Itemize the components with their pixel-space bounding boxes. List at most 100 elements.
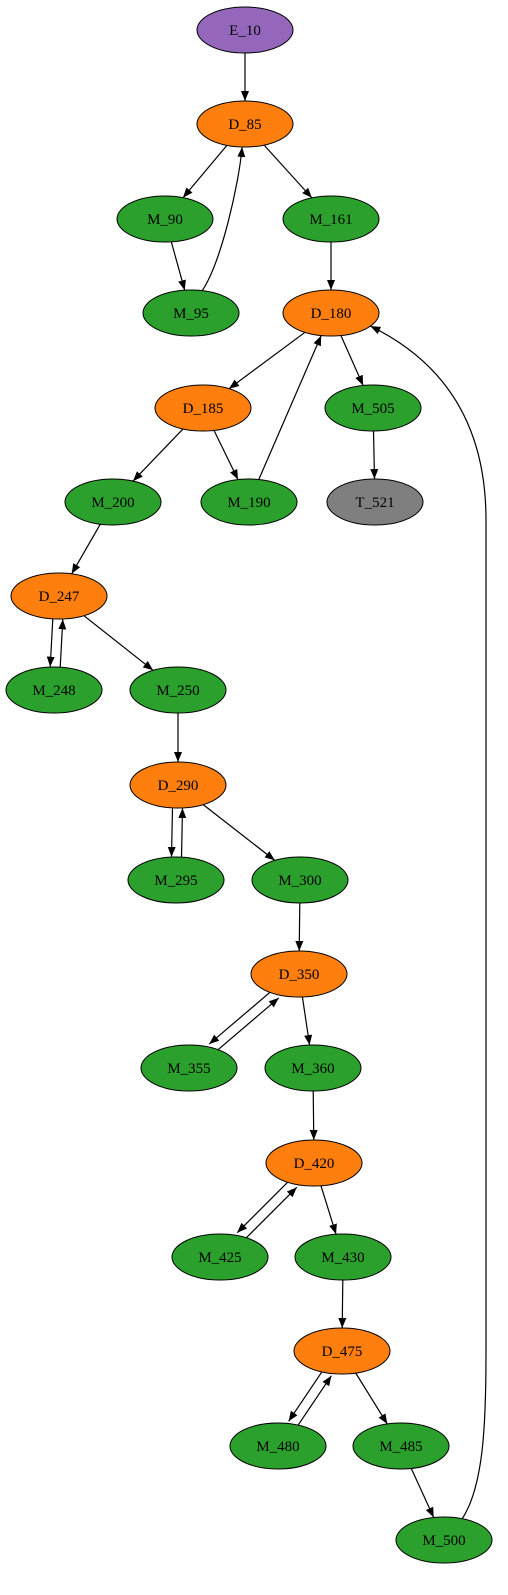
edge-m-190-to-d-180 — [258, 335, 322, 480]
edge-d-475-to-m-480 — [288, 1369, 324, 1422]
node-d-420: D_420 — [265, 1139, 363, 1187]
node-shape — [294, 1233, 392, 1281]
node-label: D_247 — [39, 589, 80, 605]
node-label: D_290 — [158, 778, 199, 794]
node-m-250: M_250 — [129, 666, 227, 714]
edge-m-430-to-d-475 — [338, 1279, 347, 1329]
node-label: E_10 — [229, 23, 261, 39]
node-shape — [171, 1233, 269, 1281]
edge-d-290-to-m-300 — [202, 804, 276, 861]
node-shape — [5, 666, 103, 714]
edge-m-425-to-d-420 — [243, 1186, 298, 1241]
node-label: M_300 — [278, 873, 321, 889]
node-shape — [251, 856, 349, 904]
node-shape — [10, 572, 108, 620]
node-label: M_95 — [173, 306, 209, 322]
node-d-290: D_290 — [129, 761, 227, 809]
node-label: M_248 — [32, 683, 75, 699]
node-shape — [324, 384, 422, 432]
edge-m-500-to-d-180 — [370, 325, 487, 1520]
node-shape — [140, 1044, 238, 1092]
node-shape — [196, 6, 294, 54]
node-m-355: M_355 — [140, 1044, 238, 1092]
node-label: M_430 — [321, 1250, 364, 1266]
node-label: D_85 — [228, 117, 261, 133]
node-label: D_420 — [294, 1156, 335, 1172]
node-shape — [395, 1516, 493, 1564]
node-shape — [127, 856, 225, 904]
edge-d-420-to-m-430 — [320, 1185, 337, 1235]
node-d-85: D_85 — [196, 100, 294, 148]
edge-m-485-to-m-500 — [410, 1468, 435, 1518]
edge-d-247-to-m-248 — [46, 618, 55, 667]
node-shape — [265, 1139, 363, 1187]
node-label: M_90 — [147, 212, 183, 228]
node-m-430: M_430 — [294, 1233, 392, 1281]
edge-m-295-to-d-290 — [178, 808, 187, 858]
node-shape — [293, 1327, 391, 1375]
node-label: M_355 — [167, 1061, 210, 1077]
node-m-500: M_500 — [395, 1516, 493, 1564]
edge-d-475-to-m-485 — [355, 1372, 388, 1425]
edge-m-300-to-d-350 — [295, 902, 304, 952]
node-label: M_360 — [291, 1061, 334, 1077]
node-label: M_505 — [351, 401, 394, 417]
edge-m-90-to-m-95 — [170, 241, 186, 291]
node-m-300: M_300 — [251, 856, 349, 904]
node-shape — [282, 195, 380, 243]
node-label: M_161 — [309, 212, 352, 228]
edge-d-290-to-m-295 — [167, 807, 176, 857]
node-label: M_295 — [154, 873, 197, 889]
node-t-521: T_521 — [326, 478, 424, 526]
node-m-295: M_295 — [127, 856, 225, 904]
node-m-425: M_425 — [171, 1233, 269, 1281]
node-shape — [229, 1422, 327, 1470]
node-m-360: M_360 — [264, 1044, 362, 1092]
edge-d-180-to-m-505 — [340, 335, 364, 386]
edge-d-247-to-m-250 — [83, 615, 154, 671]
edge-d-185-to-m-190 — [213, 430, 239, 480]
node-label: M_480 — [256, 1439, 299, 1455]
edge-m-505-to-t-521 — [370, 430, 379, 480]
edge-d-350-to-m-360 — [301, 996, 313, 1046]
node-e-10: E_10 — [196, 6, 294, 54]
node-shape — [116, 195, 214, 243]
node-shape — [196, 100, 294, 148]
edge-m-95-to-d-85 — [201, 146, 246, 291]
node-m-505: M_505 — [324, 384, 422, 432]
node-shape — [282, 289, 380, 337]
edge-m-200-to-d-247 — [71, 523, 101, 575]
node-layer: E_10 D_85 M_90 M_161 M_95 D_180 D_185 M_505 M_20… — [5, 6, 493, 1564]
edge-d-350-to-m-355 — [208, 989, 273, 1045]
node-label: D_185 — [183, 401, 224, 417]
node-shape — [352, 1422, 450, 1470]
node-shape — [264, 1044, 362, 1092]
node-label: M_190 — [227, 495, 270, 511]
edge-m-248-to-d-247 — [58, 619, 67, 668]
node-d-185: D_185 — [154, 384, 252, 432]
node-label: M_485 — [379, 1439, 422, 1455]
node-label: M_425 — [198, 1250, 241, 1266]
node-shape — [154, 384, 252, 432]
node-label: M_500 — [422, 1533, 465, 1549]
node-d-350: D_350 — [250, 950, 348, 998]
node-m-485: M_485 — [352, 1422, 450, 1470]
node-m-190: M_190 — [200, 478, 298, 526]
node-m-95: M_95 — [142, 289, 240, 337]
node-m-161: M_161 — [282, 195, 380, 243]
node-shape — [326, 478, 424, 526]
edge-d-420-to-m-425 — [236, 1179, 291, 1234]
node-d-247: D_247 — [10, 572, 108, 620]
edge-layer — [46, 53, 487, 1520]
node-d-475: D_475 — [293, 1327, 391, 1375]
edge-d-85-to-m-90 — [182, 144, 228, 199]
node-m-480: M_480 — [229, 1422, 327, 1470]
node-shape — [142, 289, 240, 337]
node-label: D_475 — [322, 1344, 363, 1360]
node-shape — [129, 666, 227, 714]
edge-d-180-to-d-185 — [228, 331, 306, 390]
node-label: D_180 — [311, 306, 352, 322]
edge-m-355-to-d-350 — [215, 997, 280, 1053]
node-label: M_250 — [156, 683, 199, 699]
